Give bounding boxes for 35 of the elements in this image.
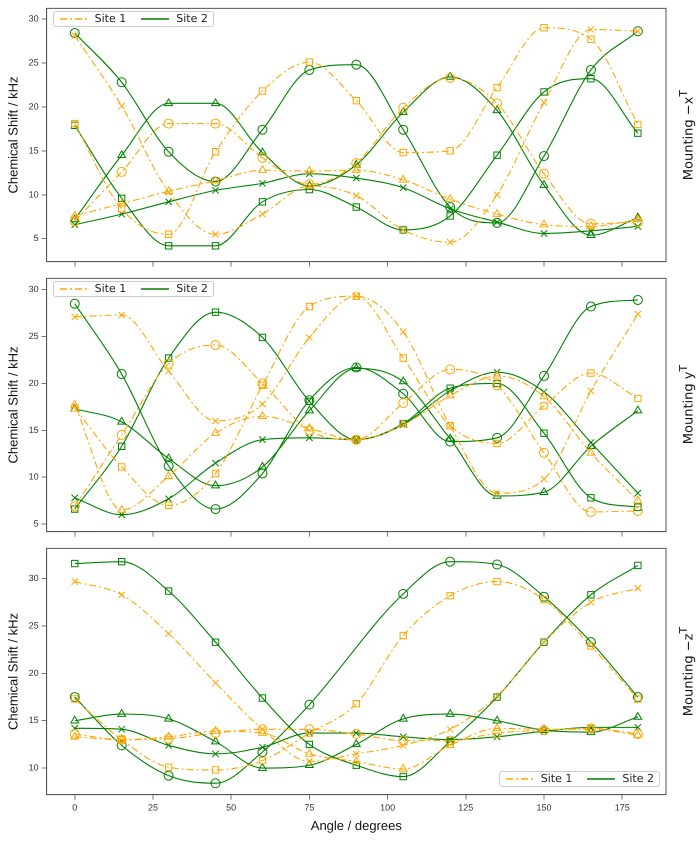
y-tick-label: 5 <box>34 233 39 244</box>
y-axis-title: Chemical Shift / kHz <box>5 612 20 730</box>
y-tick-label: 15 <box>28 145 39 156</box>
y-tick-label: 20 <box>28 378 39 388</box>
y-tick-label: 25 <box>28 620 39 631</box>
x-axis-title: Angle / degrees <box>310 818 402 833</box>
y-tick-label: 5 <box>34 518 39 529</box>
y-tick-label: 20 <box>28 101 39 112</box>
x-tick-label: 25 <box>148 802 158 812</box>
y-tick-label: 25 <box>28 57 39 68</box>
legend-label: Site 1 <box>540 772 572 786</box>
x-tick-label: 100 <box>380 802 396 812</box>
x-tick-label: 0 <box>72 802 78 812</box>
y-tick-label: 15 <box>28 715 39 726</box>
x-tick-label: 125 <box>458 802 474 812</box>
y-tick-label: 10 <box>28 472 39 482</box>
y-tick-label: 25 <box>28 331 39 342</box>
y-axis-title: Chemical Shift / kHz <box>5 346 20 464</box>
legend-label: Site 2 <box>176 282 208 296</box>
legend-label: Site 1 <box>94 12 126 26</box>
x-tick-label: 150 <box>536 802 552 812</box>
y-tick-label: 30 <box>28 13 39 24</box>
y-tick-label: 30 <box>28 284 39 294</box>
legend-label: Site 2 <box>176 12 208 26</box>
y-axis-title: Chemical Shift / kHz <box>5 76 20 194</box>
x-tick-label: 75 <box>304 802 314 812</box>
y-tick-label: 10 <box>28 762 39 773</box>
x-tick-label: 50 <box>226 802 236 812</box>
y-tick-label: 20 <box>28 668 39 678</box>
x-tick-label: 175 <box>614 802 630 812</box>
legend-label: Site 1 <box>94 282 126 296</box>
legend-label: Site 2 <box>622 772 654 786</box>
y-tick-label: 30 <box>28 573 39 584</box>
y-tick-label: 10 <box>28 189 39 200</box>
y-tick-label: 15 <box>28 424 39 435</box>
